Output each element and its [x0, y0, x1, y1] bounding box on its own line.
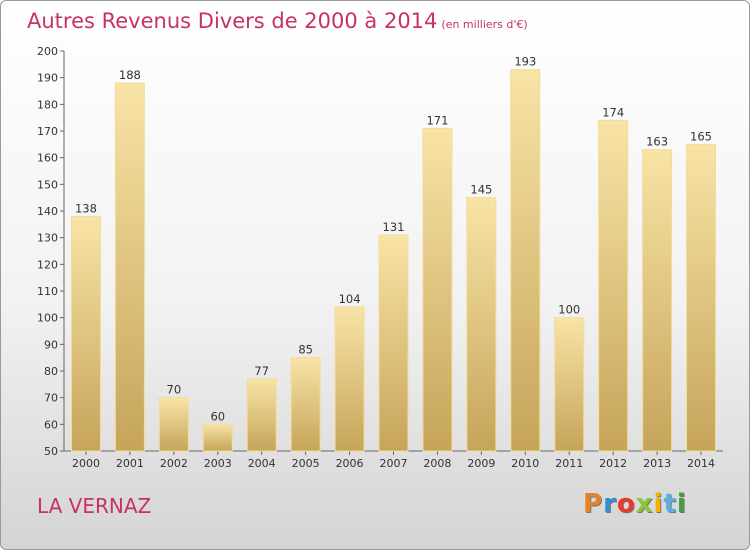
y-tick-label: 190 — [37, 72, 58, 85]
x-tick-label: 2009 — [467, 457, 495, 470]
bar-value-label: 131 — [383, 220, 405, 234]
bar-2004 — [246, 378, 277, 452]
y-tick-label: 80 — [44, 365, 58, 378]
y-tick-label: 200 — [37, 45, 58, 58]
x-tick-label: 2008 — [423, 457, 451, 470]
x-tick-label: 2010 — [511, 457, 539, 470]
x-tick-label: 2012 — [599, 457, 627, 470]
logo-letter: o — [616, 489, 636, 519]
bar-2007 — [378, 234, 409, 452]
place-name: LA VERNAZ — [37, 494, 152, 518]
bar-value-label: 77 — [254, 364, 269, 378]
bar-2000 — [70, 215, 101, 452]
logo-letter: t — [663, 489, 677, 519]
y-tick-label: 50 — [44, 445, 58, 458]
x-tick-label: 2001 — [116, 457, 144, 470]
bar-2013 — [642, 149, 673, 452]
logo-letter: x — [635, 489, 654, 519]
bar-value-label: 100 — [558, 303, 580, 317]
bar-value-label: 165 — [690, 129, 712, 143]
bar-2012 — [598, 119, 629, 452]
y-tick-label: 110 — [37, 285, 58, 298]
y-tick-label: 100 — [37, 312, 58, 325]
chart-axes: 50 60 70 80 90 100 110 120 130 140 150 160 170 180 190… — [37, 45, 723, 470]
logo-letter: r — [603, 489, 617, 519]
x-tick-label: 2007 — [380, 457, 408, 470]
x-tick-label: 2013 — [643, 457, 671, 470]
bar-value-label: 138 — [75, 201, 97, 215]
x-tick-label: 2000 — [72, 457, 100, 470]
y-tick-label: 180 — [37, 98, 58, 111]
y-tick-label: 160 — [37, 152, 58, 165]
bar-value-label: 163 — [646, 135, 668, 149]
chart-subtitle: (en milliers d'€) — [441, 18, 528, 31]
y-tick-label: 60 — [44, 418, 58, 431]
y-tick-label: 130 — [37, 232, 58, 245]
chart-title: Autres Revenus Divers de 2000 à 2014 (en … — [27, 9, 528, 33]
logo-letter: i — [653, 489, 664, 519]
bar-value-label: 193 — [514, 55, 536, 69]
bar-2002 — [158, 397, 189, 452]
x-tick-label: 2002 — [160, 457, 188, 470]
bar-2001 — [114, 82, 145, 452]
y-tick-label: 140 — [37, 205, 58, 218]
logo-letter: i — [676, 489, 687, 519]
y-tick-label: 90 — [44, 338, 58, 351]
chart-title-text: Autres Revenus Divers de 2000 à 2014 — [27, 9, 438, 33]
bar-2008 — [422, 127, 453, 452]
y-tick-label: 120 — [37, 258, 58, 271]
x-tick-label: 2004 — [248, 457, 276, 470]
chart-bars: 138 188 70 60 77 85 104 131 171 145 193 100 174 163 16… — [70, 55, 717, 452]
bar-value-label: 60 — [210, 409, 225, 423]
bar-2010 — [510, 69, 541, 452]
logo-letter: P — [583, 489, 604, 519]
bar-value-label: 188 — [119, 68, 141, 82]
x-tick-label: 2014 — [687, 457, 715, 470]
bar-value-label: 85 — [298, 343, 313, 357]
bar-value-label: 174 — [602, 105, 624, 119]
x-tick-label: 2005 — [292, 457, 320, 470]
x-tick-label: 2011 — [555, 457, 583, 470]
y-tick-label: 170 — [37, 125, 58, 138]
y-tick-label: 70 — [44, 392, 58, 405]
bar-2009 — [466, 197, 497, 452]
bar-value-label: 145 — [470, 183, 492, 197]
bar-value-label: 104 — [339, 292, 361, 306]
bar-2011 — [554, 317, 585, 452]
bar-2014 — [686, 143, 717, 452]
proxiti-logo: Proxiti — [583, 489, 687, 519]
bar-2003 — [202, 423, 233, 452]
y-tick-label: 150 — [37, 178, 58, 191]
bar-value-label: 171 — [426, 113, 448, 127]
bar-2006 — [334, 306, 365, 452]
bar-value-label: 70 — [167, 383, 182, 397]
bar-2005 — [290, 357, 321, 452]
x-tick-label: 2006 — [336, 457, 364, 470]
x-tick-label: 2003 — [204, 457, 232, 470]
